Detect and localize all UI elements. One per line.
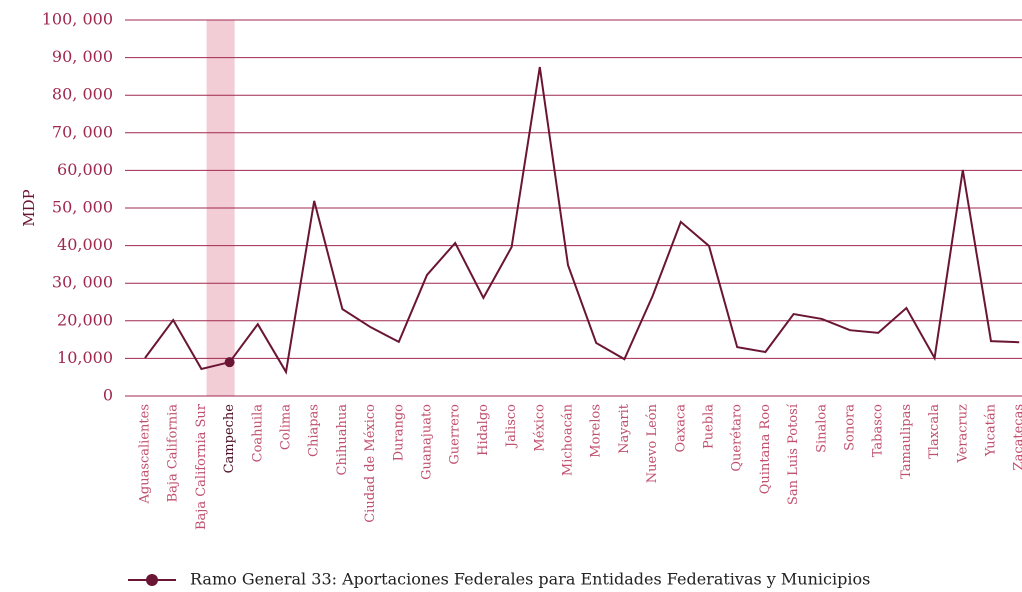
x-tick-label: Sinaloa (814, 404, 829, 453)
y-tick-label: 50, 000 (52, 198, 113, 217)
y-tick-label: 30, 000 (52, 273, 113, 292)
x-tick-label: Puebla (702, 404, 717, 449)
highlight-point (224, 357, 235, 368)
x-tick-label: Jalisco (504, 404, 519, 449)
legend-marker (146, 574, 158, 586)
x-tick-label: Chihuahua (335, 404, 350, 476)
x-tick-label: Campeche (222, 404, 237, 474)
x-tick-label: Michoacán (561, 403, 576, 476)
x-tick-label: Querétaro (730, 404, 745, 472)
x-tick-label: Zacatecas (1012, 404, 1022, 470)
x-tick-label: Baja California Sur (194, 403, 209, 530)
x-tick-label: Sonora (843, 404, 858, 451)
y-tick-label: 60,000 (57, 160, 113, 179)
x-tick-label: Coahuila (250, 404, 265, 463)
y-tick-label: 70, 000 (52, 122, 113, 141)
x-tick-label: Aguascalientes (138, 404, 153, 505)
y-tick-label: 0 (103, 386, 113, 405)
x-tick-label: Ciudad de México (363, 404, 378, 523)
x-tick-label: Tabasco (871, 404, 886, 457)
x-tick-label: Nayarit (617, 403, 632, 454)
x-tick-label: Tamaulipas (899, 404, 914, 479)
x-tick-label: Yucatán (984, 403, 999, 457)
x-tick-label: Nuevo León (645, 403, 660, 483)
x-tick-label: Durango (391, 404, 406, 461)
legend-label: Ramo General 33: Aportaciones Federales … (190, 570, 870, 589)
x-tick-label: San Luis Potosí (786, 403, 801, 505)
y-tick-label: 40,000 (57, 235, 113, 254)
x-tick-label: Colima (279, 404, 294, 450)
y-tick-label: 20,000 (57, 310, 113, 329)
x-tick-label: Tlaxcala (927, 404, 942, 459)
data-line (144, 66, 1020, 375)
x-tick-label: Hidalgo (476, 404, 491, 456)
x-tick-label: Guerrero (448, 404, 463, 465)
y-tick-label: 10,000 (57, 348, 113, 367)
y-axis-label: MDP (20, 189, 38, 226)
y-tick-label: 100, 000 (42, 10, 113, 29)
x-tick-label: Veracruz (955, 404, 970, 464)
x-tick-label: Chiapas (307, 404, 322, 457)
x-tick-label: México (532, 404, 547, 452)
y-tick-label: 80, 000 (52, 85, 113, 104)
x-tick-label: Baja California (166, 404, 181, 503)
x-tick-label: Quintana Roo (758, 404, 773, 494)
x-tick-label: Morelos (589, 404, 604, 458)
x-tick-label: Oaxaca (673, 404, 688, 453)
y-tick-label: 90, 000 (52, 47, 113, 66)
x-tick-label: Guanajuato (420, 404, 435, 480)
